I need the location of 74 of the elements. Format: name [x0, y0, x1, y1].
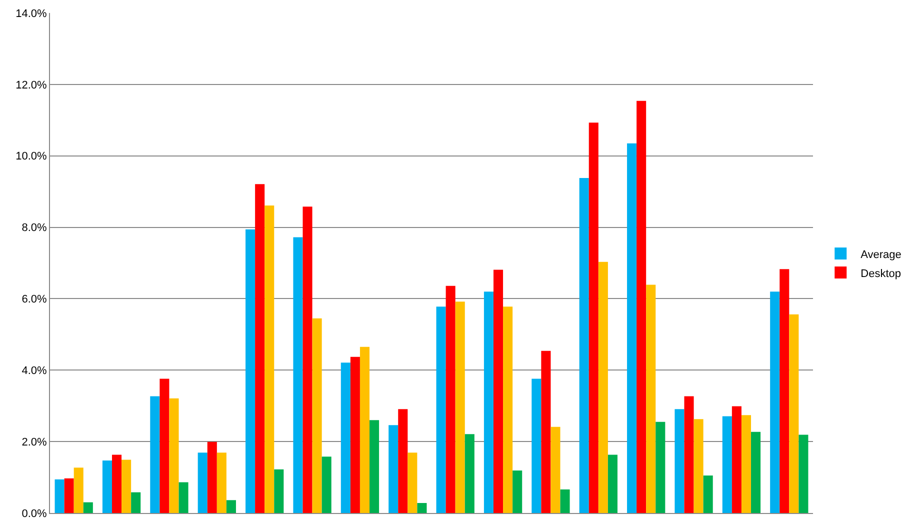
bar	[579, 178, 589, 513]
bar	[627, 143, 637, 513]
bar	[446, 286, 456, 513]
bar	[798, 434, 808, 513]
bar	[646, 284, 656, 513]
bar	[703, 476, 713, 513]
bar	[264, 206, 274, 513]
y-tick-label: 14.0%	[16, 8, 48, 20]
bar	[207, 442, 217, 513]
bar	[293, 237, 303, 513]
legend-label: Desktop	[860, 268, 901, 280]
bar	[340, 362, 350, 513]
bar	[198, 452, 208, 513]
bar	[350, 356, 360, 513]
bar	[532, 378, 542, 513]
bar	[274, 469, 284, 513]
bar	[408, 452, 418, 513]
bar	[503, 306, 513, 513]
bar	[255, 184, 265, 513]
legend-label: Average	[860, 248, 902, 261]
bar	[360, 346, 370, 513]
bar	[512, 470, 522, 513]
bar	[122, 460, 132, 513]
bar	[789, 314, 799, 513]
bar	[656, 422, 666, 513]
bar	[741, 415, 752, 513]
bar	[388, 425, 398, 513]
bar	[131, 492, 141, 513]
bar	[550, 426, 560, 513]
bar	[112, 454, 122, 513]
bar	[770, 292, 780, 513]
y-tick-label: 0.0%	[22, 508, 48, 520]
bar	[54, 479, 64, 513]
bar	[588, 122, 598, 513]
bar	[302, 206, 312, 513]
y-tick-label: 12.0%	[16, 79, 48, 92]
bar	[322, 456, 332, 513]
bar	[464, 434, 474, 513]
bar	[226, 500, 236, 513]
bar	[417, 503, 427, 513]
bar	[608, 454, 618, 513]
y-tick-label: 6.0%	[22, 294, 48, 306]
bar	[74, 468, 84, 513]
bar	[83, 502, 93, 513]
bar	[598, 262, 608, 513]
bar	[436, 306, 446, 513]
bar	[102, 460, 112, 513]
bar	[493, 270, 504, 513]
bar	[64, 478, 74, 513]
bar	[455, 302, 465, 513]
bar	[178, 482, 188, 513]
bar	[636, 100, 646, 513]
bar	[160, 378, 170, 513]
y-tick-label: 4.0%	[22, 364, 48, 377]
bar	[216, 452, 226, 513]
bar	[560, 489, 570, 513]
y-tick-label: 10.0%	[16, 150, 48, 163]
bar	[751, 432, 761, 513]
bar	[541, 350, 551, 513]
bar	[780, 269, 790, 513]
bar	[398, 409, 408, 513]
bar	[722, 416, 732, 513]
bar	[169, 398, 179, 513]
bar	[694, 419, 704, 513]
bar	[312, 318, 322, 513]
bar	[684, 396, 694, 513]
bar	[674, 409, 684, 513]
y-tick-label: 2.0%	[22, 436, 48, 448]
bar	[150, 396, 160, 513]
bar	[484, 292, 494, 513]
bar	[370, 420, 380, 513]
bar	[732, 406, 742, 513]
y-tick-label: 8.0%	[22, 222, 48, 234]
bar	[246, 229, 256, 513]
